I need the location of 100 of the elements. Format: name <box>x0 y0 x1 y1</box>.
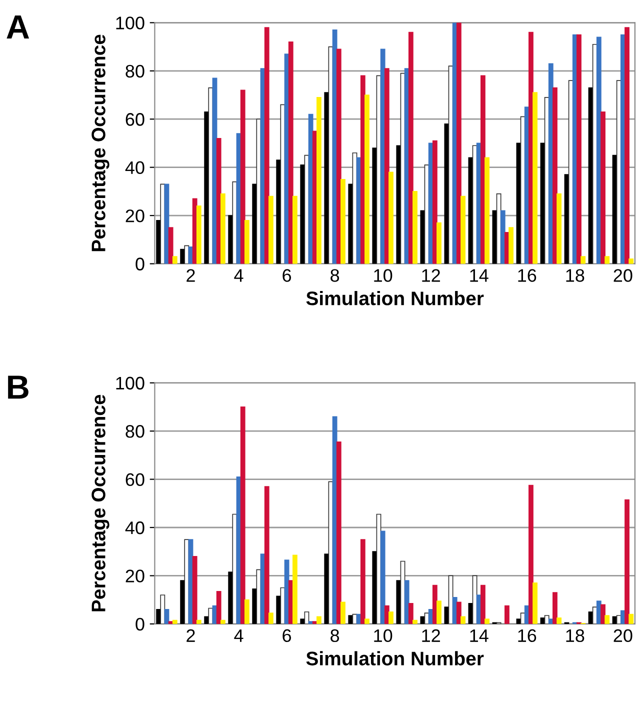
bar <box>292 554 298 624</box>
bar <box>468 603 474 624</box>
bar <box>484 157 490 264</box>
x-tick-label: 14 <box>470 629 488 642</box>
bar <box>556 617 562 624</box>
y-tick-label: 40 <box>125 521 144 534</box>
bar <box>456 22 462 264</box>
bar <box>316 616 322 624</box>
bar <box>628 258 634 264</box>
bar <box>372 148 378 264</box>
bar <box>388 172 394 264</box>
bar <box>408 603 414 624</box>
bar <box>504 605 510 624</box>
bar <box>220 620 226 624</box>
x-tick-label: 10 <box>374 629 392 642</box>
bar <box>444 124 450 264</box>
x-tick-label: 4 <box>234 629 244 642</box>
y-tick-label: 60 <box>126 473 144 486</box>
bar <box>404 580 410 624</box>
bar <box>232 514 238 624</box>
y-tick-label: 20 <box>126 570 144 582</box>
x-tick-label: 8 <box>330 269 340 282</box>
bar <box>532 92 538 264</box>
x-tick-label: 8 <box>330 629 340 642</box>
y-tick-label: 0 <box>136 618 144 631</box>
bar <box>340 602 346 624</box>
bar <box>624 499 630 624</box>
x-tick-label: 2 <box>186 269 195 282</box>
y-axis-title: Percentage Occurrence <box>92 34 110 252</box>
bar <box>576 34 582 264</box>
bar <box>196 620 202 624</box>
bar <box>264 27 270 264</box>
x-axis-title: Simulation Number <box>306 290 484 306</box>
bar <box>412 620 418 624</box>
bar <box>216 590 222 624</box>
bar <box>300 164 306 264</box>
bar <box>244 599 250 624</box>
bar <box>628 614 634 624</box>
x-tick-label: 2 <box>186 629 195 642</box>
x-axis-title: Simulation Number <box>306 651 484 666</box>
bar <box>268 196 274 264</box>
bar <box>360 539 366 624</box>
bar <box>468 157 474 264</box>
bar <box>240 90 246 264</box>
bar <box>436 600 442 624</box>
bar <box>528 484 534 624</box>
bar <box>256 118 262 264</box>
x-tick-label: 20 <box>614 629 632 642</box>
y-tick-label: 40 <box>125 161 144 174</box>
bar <box>220 193 226 264</box>
bar <box>196 205 202 264</box>
bar <box>208 87 214 264</box>
bar <box>160 184 166 264</box>
bar <box>396 145 402 264</box>
bar <box>556 193 562 264</box>
y-tick-label: 0 <box>136 258 144 270</box>
bar <box>292 196 298 264</box>
bar <box>364 94 370 264</box>
bar <box>300 618 306 624</box>
bar <box>336 48 342 264</box>
bar <box>288 42 294 264</box>
bar <box>340 178 346 264</box>
bar <box>244 220 250 264</box>
x-tick-label: 16 <box>518 269 536 282</box>
bar <box>388 611 394 624</box>
bar <box>172 256 178 264</box>
x-tick-label: 12 <box>422 269 440 282</box>
bar <box>600 111 606 264</box>
bar <box>436 222 442 264</box>
x-tick-label: 4 <box>234 269 244 282</box>
bar <box>172 620 178 624</box>
bar <box>420 210 426 264</box>
y-tick-label: 20 <box>126 209 144 222</box>
bar <box>460 616 466 624</box>
bar <box>412 191 418 264</box>
bar <box>460 196 466 264</box>
y-tick-label: 100 <box>116 16 144 30</box>
x-tick-label: 12 <box>422 629 440 642</box>
bar <box>508 227 514 264</box>
x-tick-label: 14 <box>470 269 488 282</box>
x-tick-label: 10 <box>374 269 392 282</box>
x-tick-label: 16 <box>518 629 536 642</box>
bar <box>372 551 378 624</box>
bar <box>604 615 610 624</box>
bar <box>432 140 438 264</box>
bar <box>480 75 486 264</box>
y-tick-label: 100 <box>116 376 144 390</box>
bar <box>456 602 462 624</box>
x-tick-label: 20 <box>614 269 632 282</box>
bar <box>384 68 390 264</box>
y-tick-label: 80 <box>126 64 144 78</box>
x-tick-label: 6 <box>282 269 292 282</box>
y-axis-title: Percentage Occurrence <box>92 394 110 612</box>
bar <box>316 96 322 264</box>
bar <box>444 606 450 624</box>
bar <box>324 92 330 264</box>
bar <box>532 582 538 624</box>
y-tick-label: 60 <box>126 113 144 126</box>
y-tick-label: 80 <box>126 425 144 438</box>
chart-title: B <box>8 376 28 399</box>
